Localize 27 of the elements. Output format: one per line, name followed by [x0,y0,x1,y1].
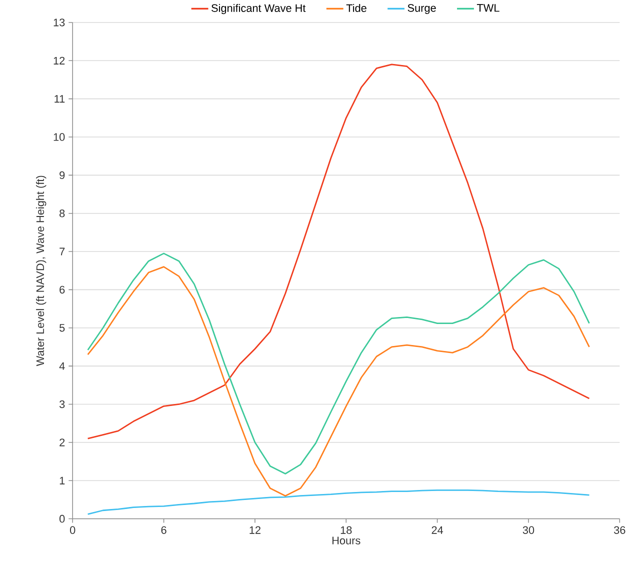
x-tick-label: 36 [614,526,626,534]
legend-label: Significant Wave Ht [212,4,306,14]
y-tick-label: 12 [54,56,65,64]
y-tick-label: 0 [59,514,65,522]
legend-label: Surge [408,4,436,14]
x-tick-label: 30 [522,526,534,534]
y-tick-label: 9 [60,171,65,179]
legend-label: Tide [346,4,366,12]
y-tick-label: 2 [60,438,65,446]
x-axis-title: Hours [332,536,360,544]
y-tick-label: 7 [60,248,65,256]
legend-label: TWL [476,4,500,12]
y-tick-label: 13 [54,18,65,26]
y-tick-label: 3 [59,400,65,408]
y-tick-label: 5 [60,324,65,332]
x-tick-label: 24 [432,526,444,534]
x-tick-label: 12 [250,526,260,534]
y-tick-label: 8 [60,209,65,217]
y-tick-label: 4 [59,362,65,370]
y-tick-label: 1 [60,476,65,484]
x-tick-label: 0 [70,526,76,534]
x-tick-label: 18 [340,526,352,534]
y-tick-label: 10 [54,132,65,141]
y-tick-label: 6 [60,286,65,294]
y-axis-title: Water Level (ft NAVD), Wave Height (ft) [36,176,46,366]
x-tick-label: 6 [161,526,166,534]
y-tick-label: 11 [54,94,65,102]
